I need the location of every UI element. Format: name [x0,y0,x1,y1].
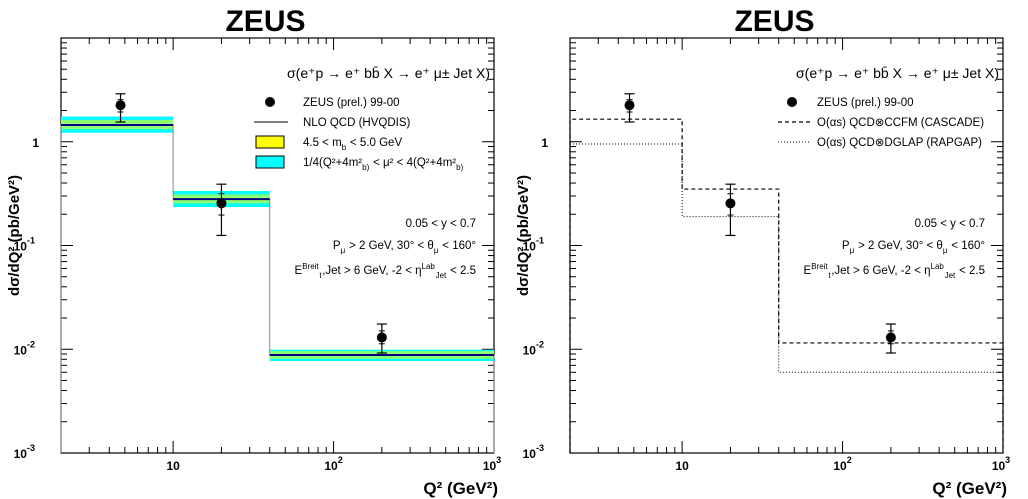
rapgap-histogram [569,143,1004,453]
x-tick-label: 10 [675,459,689,473]
legend-dot [265,97,275,107]
data-point [216,198,227,209]
chart-title: ZEUS [734,5,814,38]
y-tick-label: 1 [32,136,39,150]
legend-label: 1/4(Q²+4m²b) < μ² < 4(Q²+4m²b) [303,157,464,172]
y-axis-label: dσ/dQ² (pb/GeV²) [515,175,532,296]
cascade-histogram [569,118,1004,453]
y-tick-label: 10-3 [14,443,35,461]
legend-label: ZEUS (prel.) 99-00 [817,97,914,109]
x-tick-label: 10 [166,459,180,473]
y-tick-label: 1 [541,136,548,150]
legend-label: O(αs) QCD⊗DGLAP (RAPGAP) [817,137,982,149]
data-point [376,332,387,343]
data-point [725,198,736,209]
chart-title: ZEUS [225,5,305,38]
chart-panel-2: ZEUS dσ/dQ² (pb/GeV²) Q² (GeV²) 10 102 103 10-… [515,5,1010,498]
y-tick-label: 10-2 [14,339,35,357]
legend-entry: O(αs) QCD⊗DGLAP (RAPGAP) [778,137,982,149]
data-point [624,100,635,111]
x-tick-label: 102 [324,455,342,473]
x-tick-label: 103 [483,455,501,473]
legend-entry: ZEUS (prel.) 99-00 [787,97,914,109]
legend-entry: 4.5 < mb < 5.0 GeV [255,135,402,152]
legend-entry: 1/4(Q²+4m²b) < μ² < 4(Q²+4m²b) [255,155,464,172]
cut-label: Pμ > 2 GeV, 30° < θμ < 160° [333,240,476,255]
legend-label: ZEUS (prel.) 99-00 [303,97,400,109]
cut-label: Pμ > 2 GeV, 30° < θμ < 160° [842,240,985,255]
process-label: σ(e⁺p → e⁺ bb̄ X → e⁺ μ± Jet X) [796,65,999,81]
data-point [115,100,126,111]
cut-label: EBreit t ,Jet > 6 GeV, -2 < ηLab Jet < 2… [295,262,476,280]
legend-entry: ZEUS (prel.) 99-00 [265,97,400,109]
cut-label: EBreit t ,Jet > 6 GeV, -2 < ηLab Jet < 2… [804,262,985,280]
legend-label: O(αs) QCD⊗CCFM (CASCADE) [817,117,984,129]
y-axis-label: dσ/dQ² (pb/GeV²) [6,175,23,296]
x-axis-label: Q² (GeV²) [423,479,498,498]
x-tick-label: 103 [992,455,1010,473]
nlo-outline [60,124,495,453]
x-axis-label: Q² (GeV²) [932,479,1007,498]
y-tick-label: 10-1 [14,236,35,254]
y-tick-label: 10-2 [523,339,544,357]
legend-box [255,135,285,149]
y-tick-label: 10-3 [523,443,544,461]
legend-label: NLO QCD (HVQDIS) [303,117,411,129]
x-tick-label: 102 [833,455,851,473]
cut-label: 0.05 < y < 0.7 [915,218,985,230]
data-point [885,332,896,343]
process-label: σ(e⁺p → e⁺ bb̄ X → e⁺ μ± Jet X) [287,65,490,81]
legend-dot [787,97,797,107]
y-tick-label: 10-1 [523,236,544,254]
cut-label: 0.05 < y < 0.7 [406,218,476,230]
chart-panel-1: ZEUS dσ/dQ² (pb/GeV²) Q² (GeV²) 10 102 103 10-… [6,5,501,498]
legend-entry: NLO QCD (HVQDIS) [254,117,411,129]
legend-label: 4.5 < mb < 5.0 GeV [303,137,402,152]
legend-box [255,155,285,169]
legend-entry: O(αs) QCD⊗CCFM (CASCADE) [778,117,984,129]
